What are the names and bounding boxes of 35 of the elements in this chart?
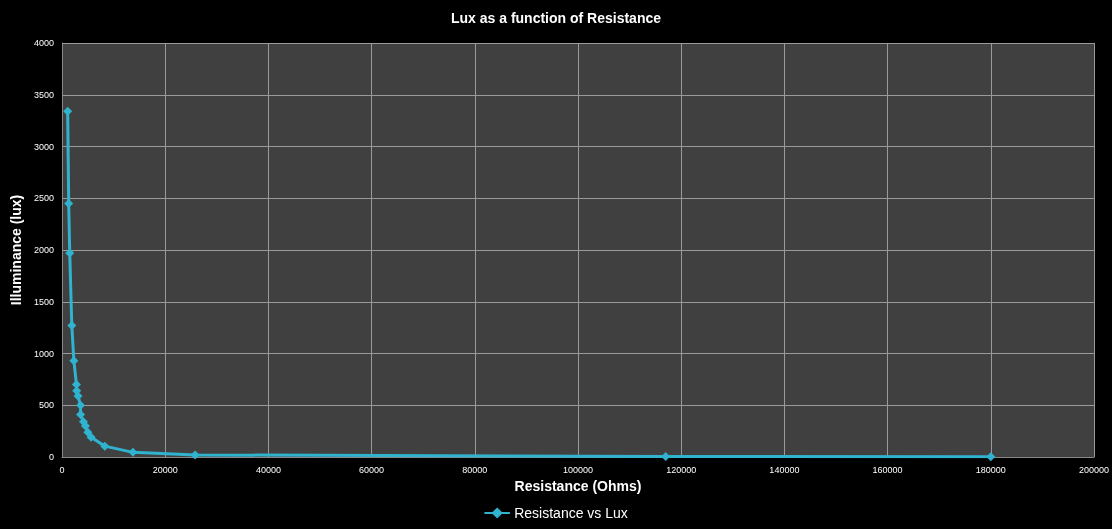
x-tick-label: 0 bbox=[59, 464, 65, 475]
y-tick-label: 2500 bbox=[33, 193, 54, 204]
y-axis-title: Illuminance (lux) bbox=[8, 194, 25, 306]
y-tick-label: 3000 bbox=[33, 141, 54, 152]
y-tick-label: 2000 bbox=[33, 245, 54, 255]
point bbox=[63, 106, 73, 116]
x-tick-label: 160000 bbox=[872, 464, 903, 475]
x-tick-label: 20000 bbox=[152, 464, 178, 475]
point bbox=[65, 248, 75, 258]
x-tick-label: 140000 bbox=[769, 464, 800, 475]
x-tick-label: 200000 bbox=[1078, 464, 1110, 475]
point bbox=[83, 427, 93, 437]
point bbox=[69, 356, 79, 366]
point bbox=[73, 391, 83, 401]
point bbox=[76, 410, 86, 420]
x-axis-title: Resistance (Ohms) bbox=[514, 478, 642, 494]
point bbox=[86, 432, 96, 442]
y-tick-label: 4000 bbox=[33, 38, 54, 48]
point bbox=[76, 400, 86, 410]
y-tick-label: 500 bbox=[38, 400, 54, 411]
y-tick-label: 0 bbox=[48, 452, 54, 462]
x-tick-label: 40000 bbox=[255, 464, 281, 475]
point bbox=[100, 441, 110, 451]
y-tick-label: 3500 bbox=[33, 89, 54, 100]
point bbox=[986, 452, 996, 462]
x-tick-label: 60000 bbox=[359, 464, 385, 475]
x-tick-label: 80000 bbox=[462, 464, 488, 475]
point bbox=[190, 450, 200, 460]
chart-title: Lux as a function of Resistance bbox=[450, 10, 662, 26]
y-tick-label: 1500 bbox=[33, 296, 54, 307]
x-tick-label: 100000 bbox=[562, 464, 594, 475]
x-tick-label: 180000 bbox=[975, 464, 1006, 475]
y-tick-label: 1000 bbox=[33, 348, 54, 359]
legend-label: Resistance vs Lux bbox=[514, 505, 628, 521]
x-tick-label: 120000 bbox=[666, 464, 697, 475]
